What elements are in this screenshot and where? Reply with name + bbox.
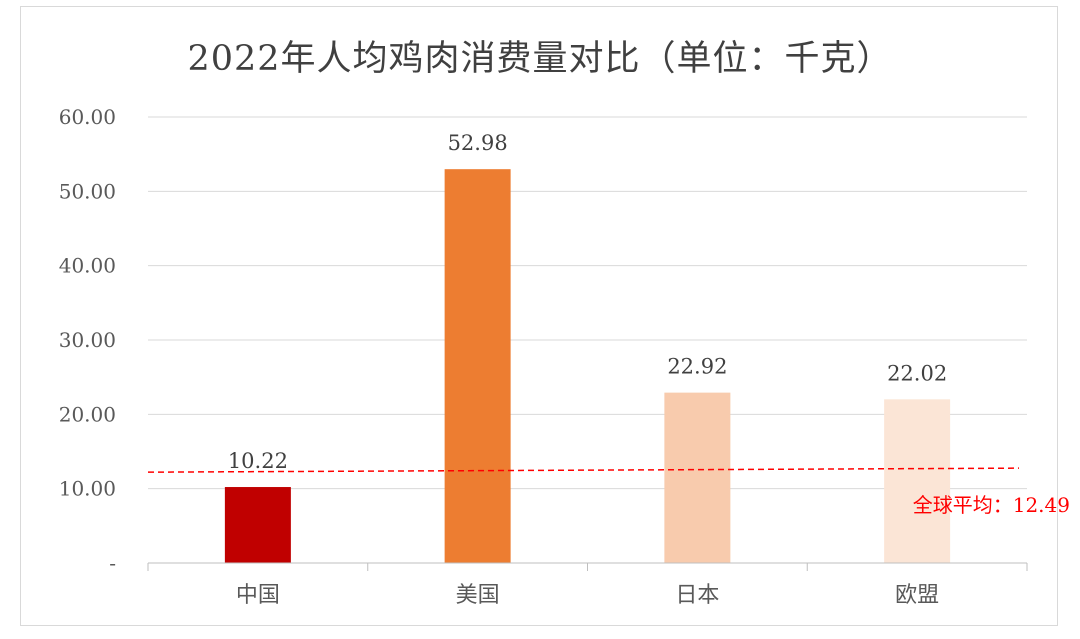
category-label: 日本: [675, 583, 719, 608]
y-tick-label: 20.00: [59, 402, 116, 426]
category-label: 美国: [456, 583, 500, 608]
data-label: 22.02: [887, 361, 947, 385]
reference-line-label: 全球平均：12.49: [913, 493, 1070, 517]
bar: [664, 392, 731, 563]
y-tick-label: -: [109, 551, 116, 575]
y-tick-label: 60.00: [59, 105, 116, 129]
bar: [224, 487, 291, 563]
category-label: 欧盟: [895, 583, 939, 608]
reference-line: [147, 467, 1020, 473]
y-tick-label: 30.00: [59, 328, 116, 352]
bar: [884, 399, 951, 563]
y-tick-label: 40.00: [59, 254, 116, 278]
y-tick-label: 50.00: [59, 179, 116, 203]
bar: [444, 169, 511, 563]
category-label: 中国: [236, 583, 280, 608]
data-label: 10.22: [228, 449, 288, 473]
y-tick-label: 10.00: [59, 477, 116, 501]
data-label: 52.98: [448, 131, 508, 155]
chart-title: 2022年人均鸡肉消费量对比（单位：千克）: [187, 39, 893, 79]
data-label: 22.92: [667, 355, 727, 379]
